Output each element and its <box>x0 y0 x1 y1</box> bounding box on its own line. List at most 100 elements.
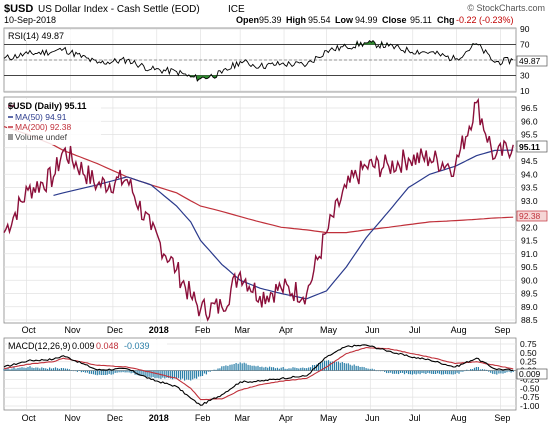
x-tick-label: Dec <box>107 325 124 335</box>
macd-histogram-bar <box>377 370 379 372</box>
macd-histogram-bar <box>421 370 423 373</box>
macd-histogram-bar <box>363 367 365 371</box>
macd-histogram-bar <box>15 368 17 371</box>
macd-histogram-bar <box>138 370 140 376</box>
chart-date: 10-Sep-2018 <box>4 15 56 25</box>
macd-histogram-bar <box>122 370 124 373</box>
macd-histogram-bar <box>398 370 400 375</box>
price-tick-label: 94.5 <box>521 156 538 166</box>
macd-histogram-bar <box>118 370 120 373</box>
macd-histogram-bar <box>460 370 462 372</box>
macd-histogram-bar <box>339 362 341 371</box>
macd-histogram-bar <box>76 370 78 372</box>
macd-histogram-bar <box>267 367 269 371</box>
macd-histogram-bar <box>31 367 33 371</box>
x-tick-label: Mar <box>234 325 250 335</box>
svg-text:95.11: 95.11 <box>519 142 540 152</box>
macd-histogram-bar <box>33 368 35 371</box>
macd-histogram-bar <box>253 365 255 371</box>
macd-histogram-bar <box>233 364 235 371</box>
open-label: Open <box>236 15 259 25</box>
macd-histogram-bar <box>259 367 261 371</box>
exchange-label: ICE <box>228 4 245 15</box>
price-line <box>3 97 514 322</box>
macd-histogram-bar <box>162 370 164 378</box>
macd-histogram-bar <box>90 370 92 374</box>
macd-histogram-bar <box>394 370 396 374</box>
macd-histogram-bar <box>286 368 288 371</box>
macd-histogram-bar <box>39 368 41 371</box>
macd-histogram-bar <box>247 364 249 371</box>
legend-ma200: MA(200) 92.38 <box>15 122 71 132</box>
open-value: 95.39 <box>259 15 282 25</box>
low-label: Low <box>335 15 354 25</box>
macd-histogram-bar <box>343 363 345 371</box>
macd-histogram-bar <box>142 370 144 376</box>
macd-histogram-bar <box>302 367 304 371</box>
x-tick-label: Aug <box>451 325 467 335</box>
high-value: 95.54 <box>308 15 331 25</box>
x-tick-label: Sep <box>494 325 510 335</box>
macd-histogram-bar <box>168 370 170 379</box>
high-label: High <box>286 15 306 25</box>
macd-histogram-bar <box>504 370 506 373</box>
macd-histogram-bar <box>150 370 152 378</box>
macd-histogram-bar <box>444 370 446 374</box>
macd-histogram-bar <box>400 370 402 373</box>
macd-histogram-bar <box>223 366 225 371</box>
macd-histogram-bar <box>41 367 43 371</box>
macd-histogram-bar <box>335 361 337 371</box>
macd-histogram-bar <box>506 370 508 373</box>
macd-histogram-bar <box>407 370 410 375</box>
macd-histogram-bar <box>265 366 267 371</box>
macd-histogram-bar <box>72 370 74 372</box>
macd-histogram-bar <box>450 370 452 375</box>
macd-histogram-bar <box>373 369 375 371</box>
macd-histogram-bar <box>498 370 500 374</box>
macd-tick-label: 0.25 <box>520 357 537 367</box>
macd-histogram-bar <box>78 370 80 371</box>
ma50-line <box>53 149 514 300</box>
macd-histogram-bar <box>323 360 326 371</box>
svg-text:92.38: 92.38 <box>519 211 541 221</box>
macd-histogram-bar <box>427 370 429 373</box>
macd-histogram-bar <box>184 370 186 381</box>
macd-legend: MACD(12,26,9) 0.009 0.048 -0.039 <box>7 340 167 351</box>
macd-histogram-bar <box>9 369 11 371</box>
macd-histogram-bar <box>249 365 251 371</box>
macd-histogram-bar <box>349 364 351 371</box>
x-tick-label: Jun <box>365 413 380 423</box>
price-tick-label: 94.0 <box>521 169 538 179</box>
macd-histogram-bar <box>74 370 76 372</box>
macd-histogram-bar <box>433 370 435 374</box>
price-tick-label: 90.5 <box>521 262 538 272</box>
macd-histogram-bar <box>475 367 477 371</box>
macd-histogram-bar <box>7 368 9 371</box>
macd-histogram-bar <box>413 370 415 374</box>
macd-histogram-bar <box>345 363 347 371</box>
macd-histogram-bar <box>13 367 15 371</box>
macd-histogram-bar <box>29 366 31 371</box>
macd-histogram-bar <box>219 368 221 371</box>
macd-histogram-bar <box>102 370 104 375</box>
macd-histogram-bar <box>66 368 68 371</box>
macd-histogram-bar <box>272 367 275 371</box>
macd-histogram-bar <box>23 367 25 371</box>
macd-histogram-bar <box>154 370 156 379</box>
macd-histogram-bar <box>152 370 154 377</box>
macd-histogram-bar <box>405 370 408 374</box>
macd-histogram-bar <box>203 370 206 374</box>
macd-histogram-bar <box>288 368 290 371</box>
macd-tick-label: -1.00 <box>520 401 540 411</box>
x-tick-label: Oct <box>22 325 37 335</box>
macd-histogram-bar <box>409 370 411 375</box>
macd-histogram-bar <box>190 370 192 381</box>
macd-histogram-bar <box>392 370 394 374</box>
macd-histogram-bar <box>510 370 512 373</box>
close-value: 95.11 <box>410 15 432 25</box>
macd-histogram-bar <box>292 367 294 371</box>
macd-histogram-bar <box>425 370 427 374</box>
macd-last-tag: 0.009 <box>516 368 548 380</box>
macd-histogram-bar <box>321 362 324 371</box>
price-tick-label: 89.5 <box>521 289 538 299</box>
